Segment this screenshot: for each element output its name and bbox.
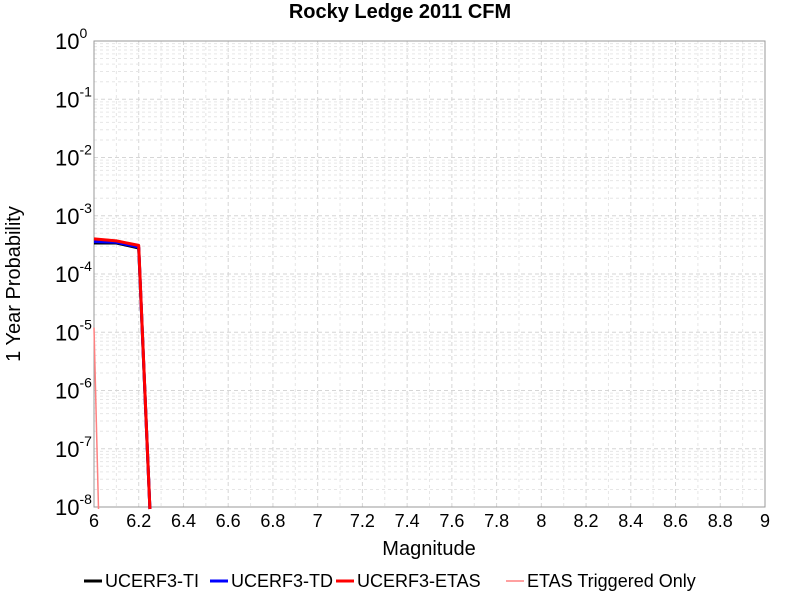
- x-tick-label: 8: [536, 511, 546, 531]
- legend-label: UCERF3-TI: [105, 571, 199, 591]
- y-tick-label: 10-8: [55, 491, 92, 520]
- grid: [94, 41, 765, 507]
- y-tick-label: 10-2: [55, 142, 92, 171]
- x-tick-label: 8.4: [618, 511, 643, 531]
- x-tick-label: 8.8: [708, 511, 733, 531]
- y-tick-exponent: -8: [79, 491, 92, 507]
- chart-title: Rocky Ledge 2011 CFM: [289, 1, 511, 23]
- x-tick-label: 8.2: [574, 511, 599, 531]
- x-tick-label: 7.8: [484, 511, 509, 531]
- x-tick-label: 8.6: [663, 511, 688, 531]
- x-tick-label: 6.6: [216, 511, 241, 531]
- y-tick-label: 100: [55, 25, 87, 54]
- x-tick-label: 7.4: [395, 511, 420, 531]
- x-tick-label: 7.2: [350, 511, 375, 531]
- x-tick-label: 6.4: [171, 511, 196, 531]
- y-tick-exponent: -6: [79, 375, 92, 391]
- x-tick-label: 6: [89, 511, 99, 531]
- series-lines: [93, 237, 152, 510]
- legend-label: UCERF3-TD: [231, 571, 333, 591]
- y-tick-exponent: 0: [79, 25, 87, 41]
- x-tick-label: 6.2: [126, 511, 151, 531]
- legend: UCERF3-TI UCERF3-TD UCERF3-ETAS ETAS Trigge…: [84, 571, 696, 591]
- y-tick-label: 10-6: [55, 375, 92, 404]
- y-tick-exponent: -1: [79, 83, 92, 99]
- y-tick-label: 10-7: [55, 433, 92, 462]
- x-tick-label: 7.6: [439, 511, 464, 531]
- series-line-etas-triggered-only: [93, 327, 100, 510]
- y-tick-exponent: -5: [79, 316, 92, 332]
- y-tick-exponent: -4: [79, 258, 92, 274]
- plot-area: [93, 40, 766, 508]
- y-axis-ticks: 100 10-1 10-2 10-3 10-4 10-5 10-6 10-7 10-8: [55, 25, 92, 520]
- y-tick-exponent: -3: [79, 200, 92, 216]
- legend-label: UCERF3-ETAS: [357, 571, 481, 591]
- x-axis-label: Magnitude: [382, 538, 475, 560]
- y-tick-label: 10-3: [55, 200, 92, 229]
- y-axis-label: 1 Year Probability: [3, 206, 25, 362]
- legend-label: ETAS Triggered Only: [527, 571, 696, 591]
- x-tick-label: 9: [760, 511, 770, 531]
- y-tick-label: 10-4: [55, 258, 92, 287]
- y-tick-label: 10-1: [55, 83, 92, 112]
- y-tick-exponent: -7: [79, 433, 92, 449]
- y-tick-label: 10-5: [55, 316, 92, 345]
- series-line-ucerf3-etas: [93, 237, 152, 510]
- x-tick-label: 6.8: [260, 511, 285, 531]
- x-tick-label: 7: [313, 511, 323, 531]
- x-axis-ticks: 6 6.2 6.4 6.6 6.8 7 7.2 7.4 7.6 7.8 8 8.2 8.4 8.6 8.8 9: [89, 511, 770, 531]
- y-tick-exponent: -2: [79, 142, 92, 158]
